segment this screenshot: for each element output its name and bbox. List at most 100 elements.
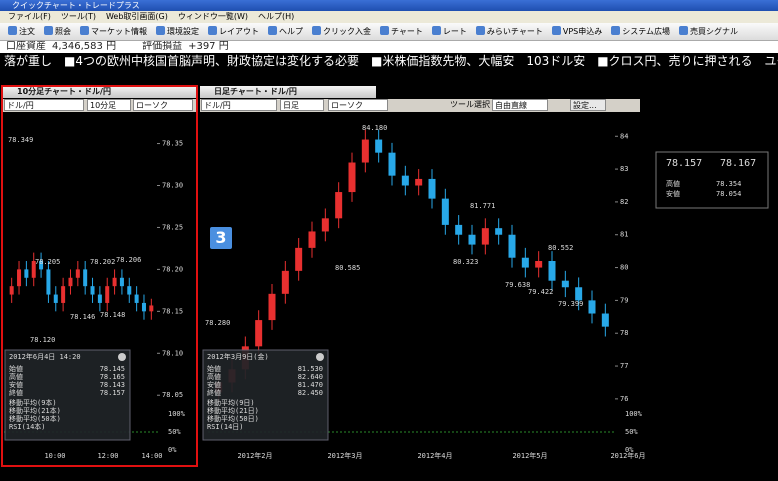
dropdown[interactable]: ドル/円 [4, 99, 84, 111]
y-tick-label: 80 [620, 264, 628, 272]
price-annotation: 78.148 [100, 311, 125, 319]
menu-item[interactable]: ヘルプ(H) [258, 12, 295, 21]
candle-body [401, 175, 409, 186]
ask: 78.167 [720, 158, 756, 169]
y-tick-label: 78.35 [162, 140, 183, 148]
menu-item[interactable]: ツール(T) [60, 12, 96, 21]
candle-body [521, 257, 529, 268]
candle-body [105, 286, 110, 303]
candle-body [575, 287, 583, 301]
candle-body [281, 270, 289, 294]
toolbar-button[interactable]: 環境設定 [156, 23, 199, 40]
price-annotation: 79.399 [558, 300, 583, 308]
y-tick-label: 83 [620, 165, 628, 173]
bid: 78.157 [666, 158, 702, 169]
pl-value: +397 円 [188, 41, 229, 52]
info-ma-label: 移動平均(21本) [9, 406, 61, 415]
left-controls: ドル/円 10分足 ローソク [3, 99, 196, 112]
toolbar-button[interactable]: みらいチャート [476, 23, 543, 40]
x-tick-label: 12:00 [97, 452, 118, 460]
dropdown[interactable]: ローソク [133, 99, 193, 111]
candle-body [481, 228, 489, 245]
toolbar-button[interactable]: ヘルプ [268, 23, 303, 40]
info-value: 78.143 [100, 381, 125, 389]
quote-value: 78.054 [716, 190, 741, 198]
candle-body [588, 300, 596, 314]
toolbar-button[interactable]: 売買シグナル [679, 23, 738, 40]
candle-body [46, 269, 51, 295]
title-bar: クイックチャート・トレードプラス [0, 0, 778, 11]
indicator-tick: 100% [168, 410, 186, 418]
dropdown[interactable]: ドル/円 [201, 99, 277, 111]
candle-body [39, 261, 44, 270]
toolbar-button[interactable]: 注文 [8, 23, 35, 40]
candle-body [255, 320, 263, 347]
menu-item[interactable]: ウィンドウ一覧(W) [177, 12, 249, 21]
pl-label: 評価損益 [142, 41, 183, 52]
candle-body [335, 192, 343, 219]
dropdown[interactable]: 日足 [280, 99, 324, 111]
price-annotation: 78.349 [8, 136, 33, 144]
price-annotation: 81.771 [470, 202, 495, 210]
quote-label: 高値 [666, 179, 680, 188]
toolbar-button[interactable]: クリック入金 [312, 23, 371, 40]
dropdown[interactable]: ローソク [328, 99, 388, 111]
info-label: 安値 [9, 380, 23, 389]
info-box [4, 349, 131, 441]
tool-label: ツール選択 [450, 100, 490, 109]
candle-body [149, 305, 154, 312]
candle-body [495, 228, 503, 235]
menu-item[interactable]: ファイル(F) [8, 12, 51, 21]
x-tick-label: 2012年6月 [610, 451, 645, 460]
candle-body [601, 313, 609, 327]
candle-body [141, 302, 146, 312]
indicator-tick: 50% [168, 428, 181, 436]
menu-item[interactable]: Web取引画面(G) [105, 12, 168, 21]
toolbar-button[interactable]: レート [432, 23, 467, 40]
indicator-tick: 50% [625, 428, 638, 436]
x-tick-label: 14:00 [141, 452, 162, 460]
toolbar-button[interactable]: マーケット情報 [80, 23, 147, 40]
y-tick-label: 78.05 [162, 391, 183, 399]
x-tick-label: 2012年4月 [417, 451, 452, 460]
info-value: 78.165 [100, 373, 125, 381]
x-tick-label: 2012年2月 [237, 451, 272, 460]
candle-body [388, 152, 396, 176]
candle-body [508, 234, 516, 258]
y-tick-label: 78.15 [162, 307, 183, 315]
candle-body [441, 198, 449, 225]
candle-body [9, 286, 14, 295]
candle-body [90, 286, 95, 295]
candle-body [375, 139, 383, 153]
daily-tab[interactable]: 日足チャート・ドル/円 [200, 86, 376, 98]
indicator-tick: 0% [625, 446, 634, 454]
info-label: 安値 [207, 380, 221, 389]
dropdown[interactable]: 10分足 [87, 99, 131, 111]
toolbar-button[interactable]: 照会 [44, 23, 71, 40]
left-tab[interactable]: 10分足チャート・ドル/円 [3, 86, 196, 98]
candle-body [127, 286, 132, 295]
asset-value: 4,346,583 円 [52, 41, 117, 52]
indicator-tick: 0% [168, 446, 177, 454]
info-label: 終値 [9, 388, 23, 397]
toolbar-button[interactable]: チャート [380, 23, 423, 40]
candle-body [24, 269, 29, 278]
candle-body [468, 234, 476, 245]
info-close [316, 353, 324, 361]
price-annotation: 78.280 [205, 319, 230, 327]
info-value: 82.640 [298, 373, 323, 381]
candle-body [97, 294, 102, 303]
x-tick-label: 2012年3月 [327, 451, 362, 460]
settings-button[interactable]: 設定... [570, 99, 606, 111]
info-value: 78.145 [100, 365, 125, 373]
tool-select[interactable]: 自由直線 [492, 99, 548, 111]
toolbar-button[interactable]: レイアウト [208, 23, 259, 40]
y-tick-label: 78.30 [162, 182, 183, 190]
indicator-tick: 100% [625, 410, 643, 418]
candle-body [295, 247, 303, 271]
toolbar-button[interactable]: システム広場 [611, 23, 670, 40]
price-annotation: 80.585 [335, 264, 360, 272]
info-label: 終値 [207, 388, 221, 397]
toolbar-button[interactable]: VPS申込み [552, 23, 602, 40]
